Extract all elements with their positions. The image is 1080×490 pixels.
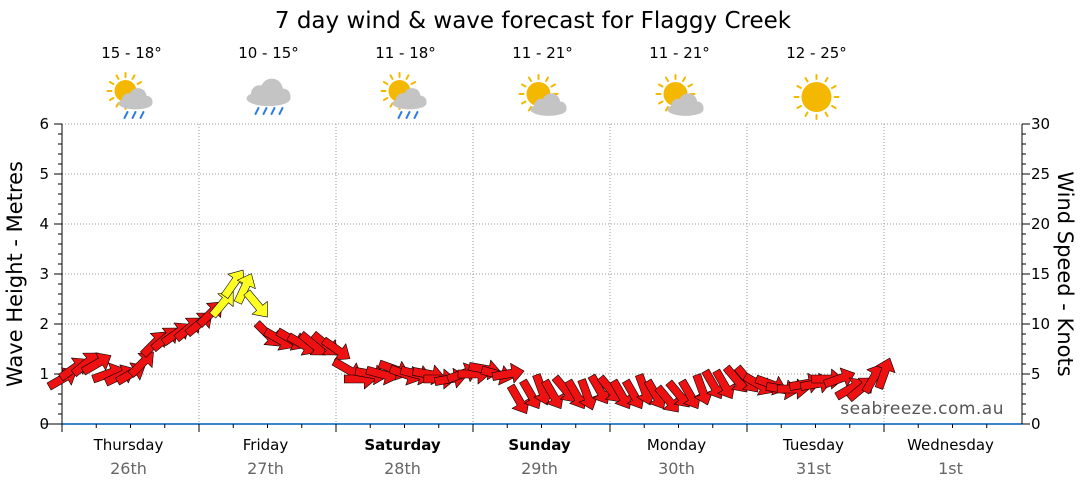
forecast-temp: 11 - 18°	[375, 44, 436, 62]
day-date-label: 1st	[938, 459, 963, 478]
day-date-label: 28th	[384, 459, 421, 478]
forecast-temp: 12 - 25°	[786, 44, 847, 62]
left-tick-label: 2	[39, 315, 49, 333]
forecast-row: 15 - 18° 10 - 15° 11 - 18° 11 - 21° 11 - 21°…	[101, 44, 847, 120]
right-tick-label: 0	[1031, 415, 1041, 433]
chart-title: 7 day wind & wave forecast for Flaggy Cr…	[275, 8, 792, 34]
left-tick-label: 5	[39, 165, 49, 183]
partly-cloudy-icon	[518, 74, 567, 116]
wind-arrow	[127, 351, 154, 378]
day-date-label: 26th	[110, 459, 147, 478]
wind-arrows	[46, 269, 896, 415]
left-tick-label: 1	[39, 365, 49, 383]
day-date-label: 30th	[658, 459, 695, 478]
right-tick-label: 10	[1031, 315, 1050, 333]
day-date-label: 31st	[796, 459, 831, 478]
x-axis-days: Thursday 26th Friday 27th Saturday 28th Sunday…	[61, 424, 994, 478]
left-tick-label: 4	[39, 215, 49, 233]
wind-arrow	[701, 368, 725, 400]
forecast-temp: 11 - 21°	[649, 44, 710, 62]
day-date-label: 29th	[521, 459, 558, 478]
day-name-label: Tuesday	[782, 436, 844, 454]
wind-arrow	[712, 368, 736, 400]
forecast-temp: 10 - 15°	[238, 44, 299, 62]
forecast-temp: 15 - 18°	[101, 44, 162, 62]
partly-cloudy-icon	[655, 74, 704, 116]
sun-cloud-rain-icon	[106, 72, 153, 119]
day-date-label: 27th	[247, 459, 284, 478]
wind-arrow	[654, 384, 679, 413]
right-tick-label: 20	[1031, 215, 1050, 233]
wind-arrow	[506, 383, 530, 415]
wind-arrow	[874, 357, 896, 390]
day-name-label: Wednesday	[907, 436, 994, 454]
wind-arrow	[491, 362, 525, 384]
sun-cloud-rain-icon	[380, 72, 427, 119]
right-tick-label: 25	[1031, 165, 1050, 183]
wind-arrow	[587, 373, 611, 405]
day-name-label: Friday	[243, 436, 289, 454]
left-axis: 0 1 2 3 4 5 6	[39, 115, 63, 433]
left-tick-label: 3	[39, 265, 49, 283]
left-tick-label: 0	[39, 415, 49, 433]
wind-arrow	[692, 373, 714, 406]
right-axis: 0 5 10 15 20 25 30	[1022, 115, 1050, 433]
forecast-temp: 11 - 21°	[512, 44, 573, 62]
left-tick-label: 6	[39, 115, 49, 133]
wind-arrow	[577, 378, 599, 411]
wind-arrow	[609, 378, 633, 410]
wind-arrow	[243, 289, 268, 318]
right-tick-label: 30	[1031, 115, 1050, 133]
right-tick-label: 5	[1031, 365, 1041, 383]
wind-arrow	[321, 336, 351, 361]
rain-cloud-icon	[246, 78, 291, 115]
left-axis-title: Wave Height - Metres	[3, 161, 27, 387]
day-name-label: Saturday	[364, 436, 441, 454]
wind-arrow	[541, 378, 564, 410]
wind-arrow	[678, 378, 701, 410]
sun-icon	[793, 74, 840, 120]
day-name-label: Sunday	[508, 436, 571, 454]
day-name-label: Thursday	[93, 436, 164, 454]
right-tick-label: 15	[1031, 265, 1050, 283]
grid-lines	[62, 123, 1022, 424]
day-name-label: Monday	[647, 436, 706, 454]
wind-arrow	[233, 273, 256, 305]
right-axis-title: Wind Speed - Knots	[1053, 171, 1077, 376]
watermark: seabreeze.com.au	[840, 399, 1004, 419]
